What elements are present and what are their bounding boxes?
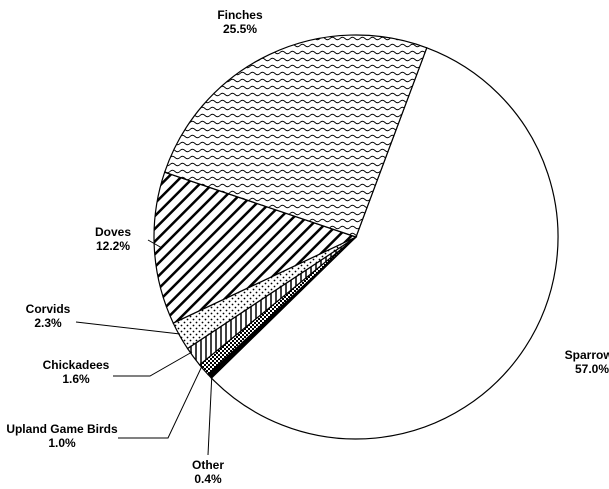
slice-value-label: 0.4% <box>194 472 222 486</box>
leader-line <box>147 239 163 249</box>
slice-label: Upland Game Birds <box>6 422 118 436</box>
slice-label: Other <box>192 458 224 472</box>
slice-label: Doves <box>95 225 131 239</box>
slice-label: Chickadees <box>43 358 110 372</box>
slice-value-label: 1.6% <box>62 372 90 386</box>
slice-value-label: 12.2% <box>96 239 130 253</box>
pie-slice <box>210 47 559 440</box>
slice-value-label: 57.0% <box>575 362 609 376</box>
leader-line <box>207 371 213 456</box>
leader-line <box>75 321 181 335</box>
pie-slice <box>153 171 358 324</box>
leader-line <box>113 351 193 377</box>
slice-label: Corvids <box>26 302 71 316</box>
slice-label: Sparrows <box>565 348 609 362</box>
slice-value-label: 2.3% <box>34 316 62 330</box>
slice-value-label: 25.5% <box>223 22 257 36</box>
leader-line <box>118 365 203 439</box>
slice-value-label: 1.0% <box>48 436 76 450</box>
pie-slice <box>163 34 428 238</box>
slice-label: Finches <box>217 8 263 22</box>
